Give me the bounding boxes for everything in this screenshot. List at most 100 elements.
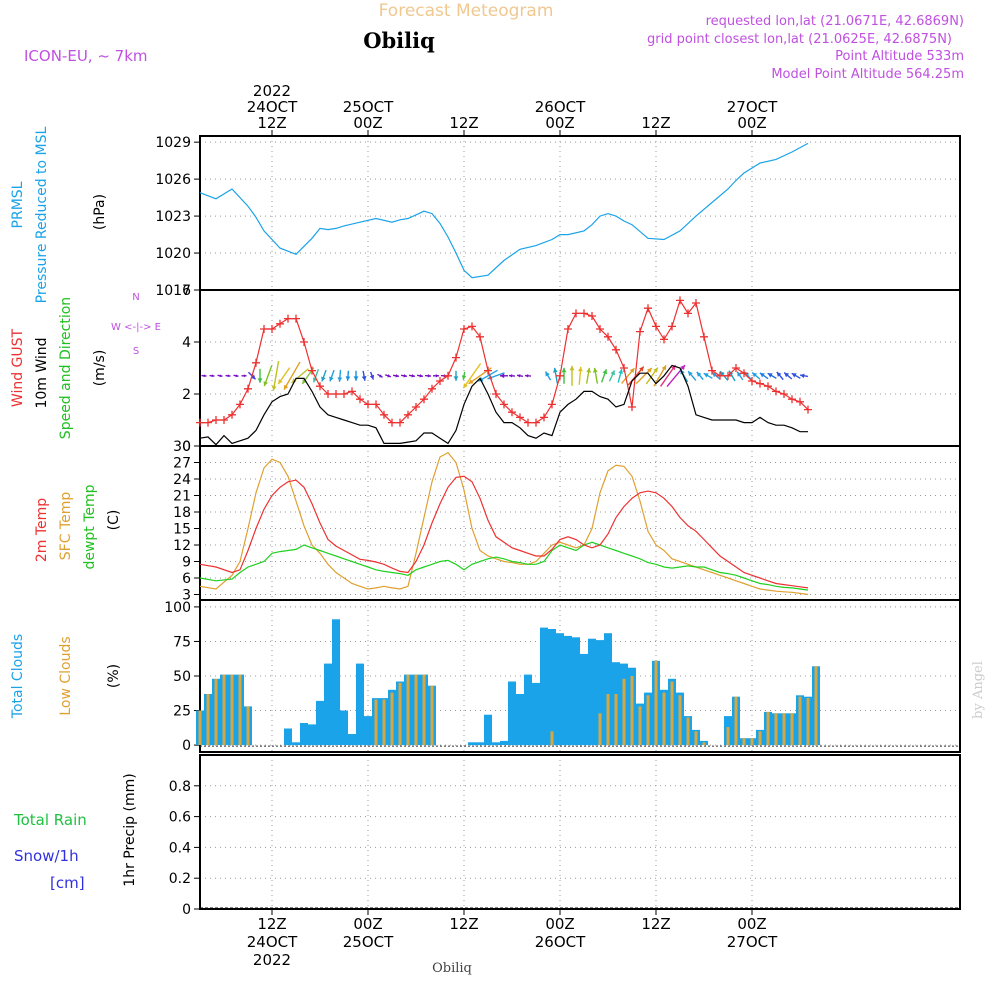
wind-arrow-head	[653, 367, 658, 373]
wind-arrow-head	[403, 374, 407, 378]
y-tick-label: 50	[173, 669, 191, 685]
low-cloud-bar	[686, 717, 690, 746]
low-cloud-bar	[238, 674, 242, 746]
bottom-time-label: 25OCT	[343, 933, 394, 951]
gust-marker	[220, 416, 228, 424]
gust-marker	[332, 390, 340, 398]
wind-arrow-head	[353, 376, 359, 381]
total-cloud-bar	[324, 663, 332, 746]
info-line-3: Point Altitude 533m	[835, 49, 964, 64]
gust-marker	[724, 371, 732, 380]
gust-marker	[348, 387, 356, 396]
low-cloud-bar	[734, 696, 738, 746]
wind-arrow-head	[435, 374, 439, 378]
prmsl-label: PRMSL	[10, 181, 26, 228]
y-tick-label: 1017	[155, 283, 191, 299]
total-cloud-bar	[508, 681, 516, 746]
gust-marker	[588, 312, 596, 320]
low-cloud-bar	[406, 674, 410, 746]
low-cloud-bar	[414, 674, 418, 746]
gust-marker	[228, 410, 236, 419]
low-cloud-bar	[598, 713, 602, 746]
compass-n: N	[132, 292, 139, 303]
low-cloud-bar	[398, 682, 402, 746]
gust-marker	[476, 332, 484, 341]
top-time-label: 25OCT	[343, 98, 394, 116]
gust-marker	[612, 345, 620, 354]
gust-marker	[700, 332, 708, 341]
wind-arrow-head	[463, 383, 468, 389]
total-cloud-bar	[332, 619, 340, 745]
wind-arrow-head	[639, 366, 644, 372]
gust-marker	[260, 325, 268, 333]
low-cloud-bar	[766, 711, 770, 746]
dewpt-label: dewpt Temp	[82, 484, 98, 569]
y-tick-label: 0.6	[169, 810, 191, 826]
info-line-2: grid point closest lon,lat (21.0625E, 42…	[647, 32, 952, 47]
panel-frame-pressure	[199, 135, 961, 291]
wind-arrow-head	[427, 374, 431, 378]
y-tick-label: 24	[173, 472, 191, 488]
bottom-time-label: 12Z	[449, 915, 478, 933]
bottom-time-label: 12Z	[641, 915, 670, 933]
wind-arrow-head	[696, 372, 702, 377]
wind-arrow-head	[610, 370, 615, 376]
gust-marker	[708, 366, 716, 375]
gust-marker	[212, 416, 220, 424]
wind-arrow-head	[411, 374, 415, 378]
total-cloud-bar	[292, 742, 300, 746]
gust-marker	[356, 395, 364, 404]
gust-marker	[668, 322, 676, 331]
wind-speed-line	[199, 364, 808, 446]
y-tick-label: 25	[173, 704, 191, 720]
gust-marker	[252, 358, 260, 367]
wind-arrow-head	[500, 373, 505, 379]
wind-arrow-head	[517, 374, 521, 378]
temp2m-line	[199, 475, 809, 589]
top-time-label: 2022	[253, 82, 291, 100]
info-line-1: requested lon,lat (21.0671E, 42.6869N)	[706, 14, 964, 29]
pressure-line	[199, 142, 809, 279]
low-cloud-bar	[222, 674, 226, 746]
gust-marker	[628, 403, 636, 411]
model-label: ICON-EU, ~ 7km	[24, 47, 148, 65]
wind-arrow-head	[688, 371, 693, 377]
wind-arrow-head	[453, 376, 459, 381]
gust-marker	[284, 314, 292, 323]
wind-arrow-head	[737, 371, 742, 377]
total-cloud-bar	[548, 629, 556, 746]
low-cloud-bar	[550, 731, 554, 746]
gust-marker	[364, 400, 372, 409]
y-tick-label: 0	[182, 439, 191, 455]
wind-arrow-head	[379, 374, 383, 378]
wind-arrow-head	[312, 377, 318, 383]
low-cloud-bar	[814, 666, 818, 746]
total-cloud-bar	[308, 724, 316, 746]
total-cloud-bar	[580, 653, 588, 746]
gust-marker	[484, 366, 492, 375]
gust-marker	[468, 322, 476, 331]
total-cloud-bar	[588, 638, 596, 746]
gust-marker	[236, 400, 244, 409]
y-tick-label: 9	[182, 555, 191, 571]
wind-arrow-head	[395, 374, 399, 378]
wind-arrow-head	[329, 376, 334, 382]
gust-marker	[532, 418, 540, 427]
gust-marker	[772, 387, 780, 396]
wind-arrow-head	[759, 372, 765, 378]
gust-marker	[204, 418, 212, 427]
gust-marker	[620, 364, 628, 372]
top-time-label: 12Z	[257, 114, 286, 132]
wind-arrow-head	[586, 367, 591, 373]
gust-marker	[580, 309, 588, 318]
wind-arrow-head	[525, 374, 529, 378]
gust-marker	[764, 382, 772, 391]
wind-label: 10m Wind	[34, 337, 50, 408]
wind-arrow-head	[561, 367, 567, 373]
top-time-label: 00Z	[545, 114, 574, 132]
gust-marker	[436, 377, 444, 385]
wind-arrow-head	[800, 373, 805, 379]
gust-marker	[340, 390, 348, 398]
gust-marker	[540, 413, 548, 422]
